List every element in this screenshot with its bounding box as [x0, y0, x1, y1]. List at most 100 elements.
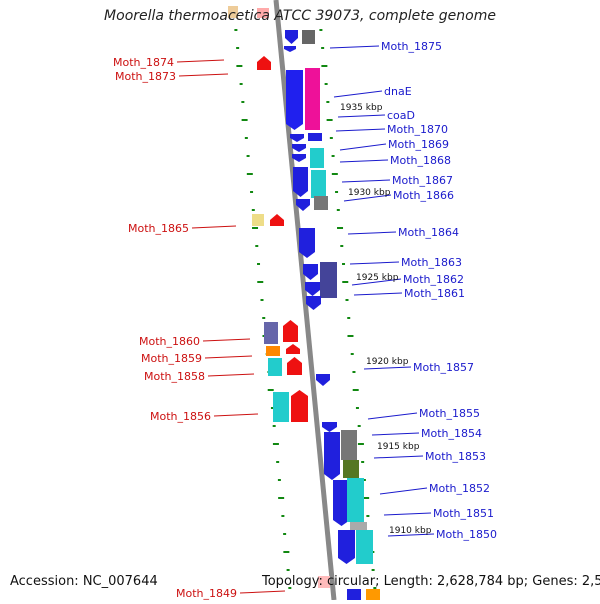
leader-line [343, 194, 392, 202]
leader-line [335, 128, 386, 132]
gene-label-left: Moth_1873 [115, 70, 176, 83]
kbp-marker-label: 1915 kbp [377, 442, 420, 452]
feature-block [296, 199, 310, 211]
gene-label-right: Moth_1869 [388, 138, 449, 151]
feature-block [366, 589, 380, 600]
genome-backbone [273, 0, 337, 601]
gene-label-right: Moth_1854 [421, 427, 482, 440]
kbp-markers: 1935 kbp 1930 kbp 1925 kbp 1920 kbp 1915 kbp… [340, 103, 432, 536]
feature-block [347, 589, 361, 600]
leader-line [329, 45, 380, 49]
feature-block [306, 296, 321, 310]
gene-label-left: Moth_1849 [176, 587, 237, 600]
gene-label-right: Moth_1867 [392, 174, 453, 187]
gene-label-right: Moth_1875 [381, 40, 442, 53]
gene-label-right: Moth_1853 [425, 450, 486, 463]
leader-line [371, 432, 420, 436]
gene-label-right: Moth_1863 [401, 256, 462, 269]
feature-block [228, 6, 238, 18]
gene-label-left: Moth_1860 [139, 335, 200, 348]
leader-line [213, 413, 259, 417]
leader-line [367, 412, 418, 420]
leader-line [383, 512, 432, 516]
leader-line [191, 225, 237, 229]
gene-label-right: Moth_1855 [419, 407, 480, 420]
feature-block [318, 576, 330, 588]
label-leaders [176, 45, 435, 594]
feature-block [350, 522, 367, 530]
feature-block [299, 228, 315, 258]
gene-label-right: Moth_1868 [390, 154, 451, 167]
feature-block [316, 374, 330, 386]
feature-block [266, 346, 280, 356]
leader-line [337, 114, 386, 118]
ruler-ticks-outer [234, 29, 292, 589]
feature-block [333, 480, 350, 526]
kbp-marker-label: 1920 kbp [366, 357, 409, 367]
kbp-marker-label: 1930 kbp [348, 188, 391, 198]
gene-label-right: Moth_1852 [429, 482, 490, 495]
leader-line [339, 159, 389, 163]
feature-block [283, 320, 298, 342]
feature-block [302, 30, 315, 44]
feature-block [305, 68, 320, 130]
feature-block [291, 390, 308, 422]
leader-line [333, 90, 383, 98]
accession-text: Accession: NC_007644 [10, 574, 158, 589]
gene-label-right: Moth_1857 [413, 361, 474, 374]
gene-label-left: Moth_1858 [144, 370, 205, 383]
leader-line [239, 590, 286, 594]
feature-block [322, 422, 337, 432]
kbp-marker-label: 1925 kbp [356, 273, 399, 283]
leader-line [202, 338, 251, 342]
leader-line [339, 143, 387, 151]
gene-label-right: Moth_1864 [398, 226, 459, 239]
leader-line [379, 487, 428, 495]
feature-block [341, 430, 357, 460]
feature-block [320, 262, 337, 298]
feature-block [252, 214, 264, 226]
gene-label-left: Moth_1856 [150, 410, 211, 423]
leader-line [373, 455, 424, 459]
feature-block [305, 282, 320, 296]
leader-line [178, 73, 229, 77]
leader-line [204, 355, 253, 359]
feature-block [264, 322, 278, 344]
gene-label-right: Moth_1866 [393, 189, 454, 202]
genome-stats-text: Topology: circular; Length: 2,628,784 bp… [262, 574, 600, 589]
leader-line [347, 231, 397, 235]
feature-block [257, 8, 269, 18]
gene-label-right: Moth_1870 [387, 123, 448, 136]
leader-line [387, 533, 435, 537]
gene-label-right: coaD [387, 109, 415, 122]
feature-block [310, 148, 324, 168]
feature-block [284, 46, 296, 52]
feature-block [311, 170, 326, 198]
gene-label-left: Moth_1874 [113, 56, 174, 69]
feature-block [343, 460, 359, 478]
feature-block [292, 154, 306, 162]
feature-block [268, 358, 282, 376]
feature-block [273, 392, 289, 422]
leader-line [176, 59, 225, 63]
leader-line [353, 292, 403, 296]
feature-block [270, 214, 284, 226]
gene-label-right: Moth_1861 [404, 287, 465, 300]
feature-block [286, 70, 303, 130]
feature-block [308, 133, 322, 141]
feature-block [324, 432, 340, 480]
kbp-marker-label: 1935 kbp [340, 103, 383, 113]
feature-block [303, 264, 318, 280]
feature-block [290, 134, 304, 142]
gene-features [228, 6, 380, 600]
feature-block [287, 357, 302, 375]
kbp-marker-label: 1910 kbp [389, 526, 432, 536]
gene-label-right: Moth_1850 [436, 528, 497, 541]
leader-line [341, 179, 391, 183]
feature-block [347, 478, 364, 522]
feature-block [293, 167, 308, 197]
